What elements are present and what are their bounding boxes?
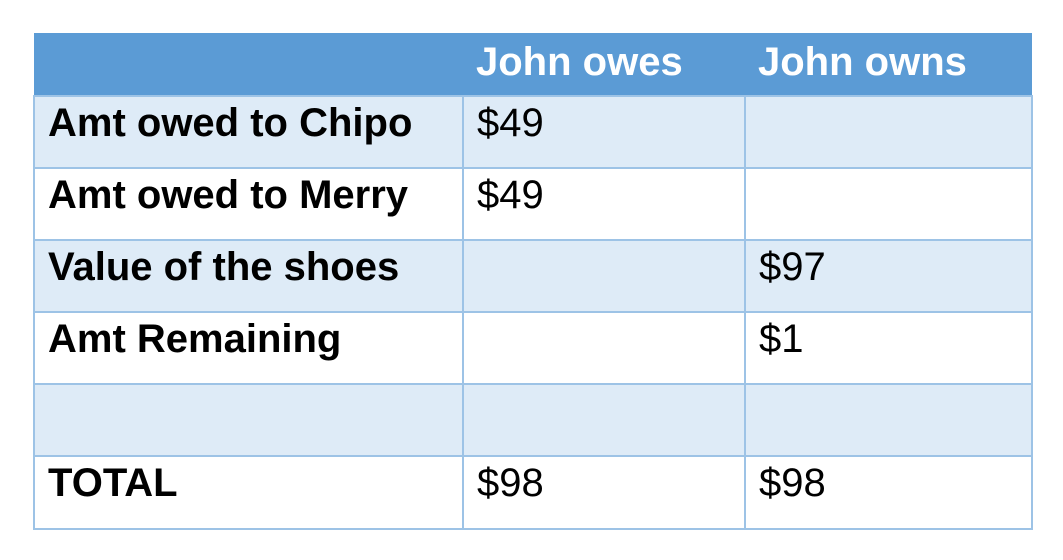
owns-value-cell — [744, 167, 1033, 241]
header-row: John owes John owns — [34, 33, 1032, 96]
owes-value-cell: $49 — [462, 95, 746, 169]
owes-value-cell — [462, 311, 746, 385]
header-cell-john-owns: John owns — [745, 33, 1032, 96]
row-label-cell: Amt owed to Merry — [33, 167, 464, 241]
row-label-cell: TOTAL — [33, 455, 464, 530]
owns-value-cell: $97 — [744, 239, 1033, 313]
row-label-cell — [33, 383, 464, 457]
row-label-cell: Value of the shoes — [33, 239, 464, 313]
header-cell-empty — [34, 33, 463, 96]
owes-value-cell: $98 — [462, 455, 746, 530]
header-cell-john-owes: John owes — [463, 33, 745, 96]
table-row-spacer — [33, 383, 1033, 457]
owns-value-cell: $98 — [744, 455, 1033, 530]
owes-value-cell — [462, 383, 746, 457]
table-row-amt-remaining: Amt Remaining $1 — [33, 311, 1033, 385]
table-row-amt-owed-chipo: Amt owed to Chipo $49 — [33, 95, 1033, 169]
amounts-table: John owes John owns Amt owed to Chipo $4… — [33, 33, 1033, 530]
owns-value-cell — [744, 383, 1033, 457]
owns-value-cell — [744, 95, 1033, 169]
owes-value-cell: $49 — [462, 167, 746, 241]
owns-value-cell: $1 — [744, 311, 1033, 385]
table-row-value-of-shoes: Value of the shoes $97 — [33, 239, 1033, 313]
row-label-cell: Amt Remaining — [33, 311, 464, 385]
table-row-total: TOTAL $98 $98 — [33, 455, 1033, 530]
table-row-amt-owed-merry: Amt owed to Merry $49 — [33, 167, 1033, 241]
row-label-cell: Amt owed to Chipo — [33, 95, 464, 169]
owes-value-cell — [462, 239, 746, 313]
